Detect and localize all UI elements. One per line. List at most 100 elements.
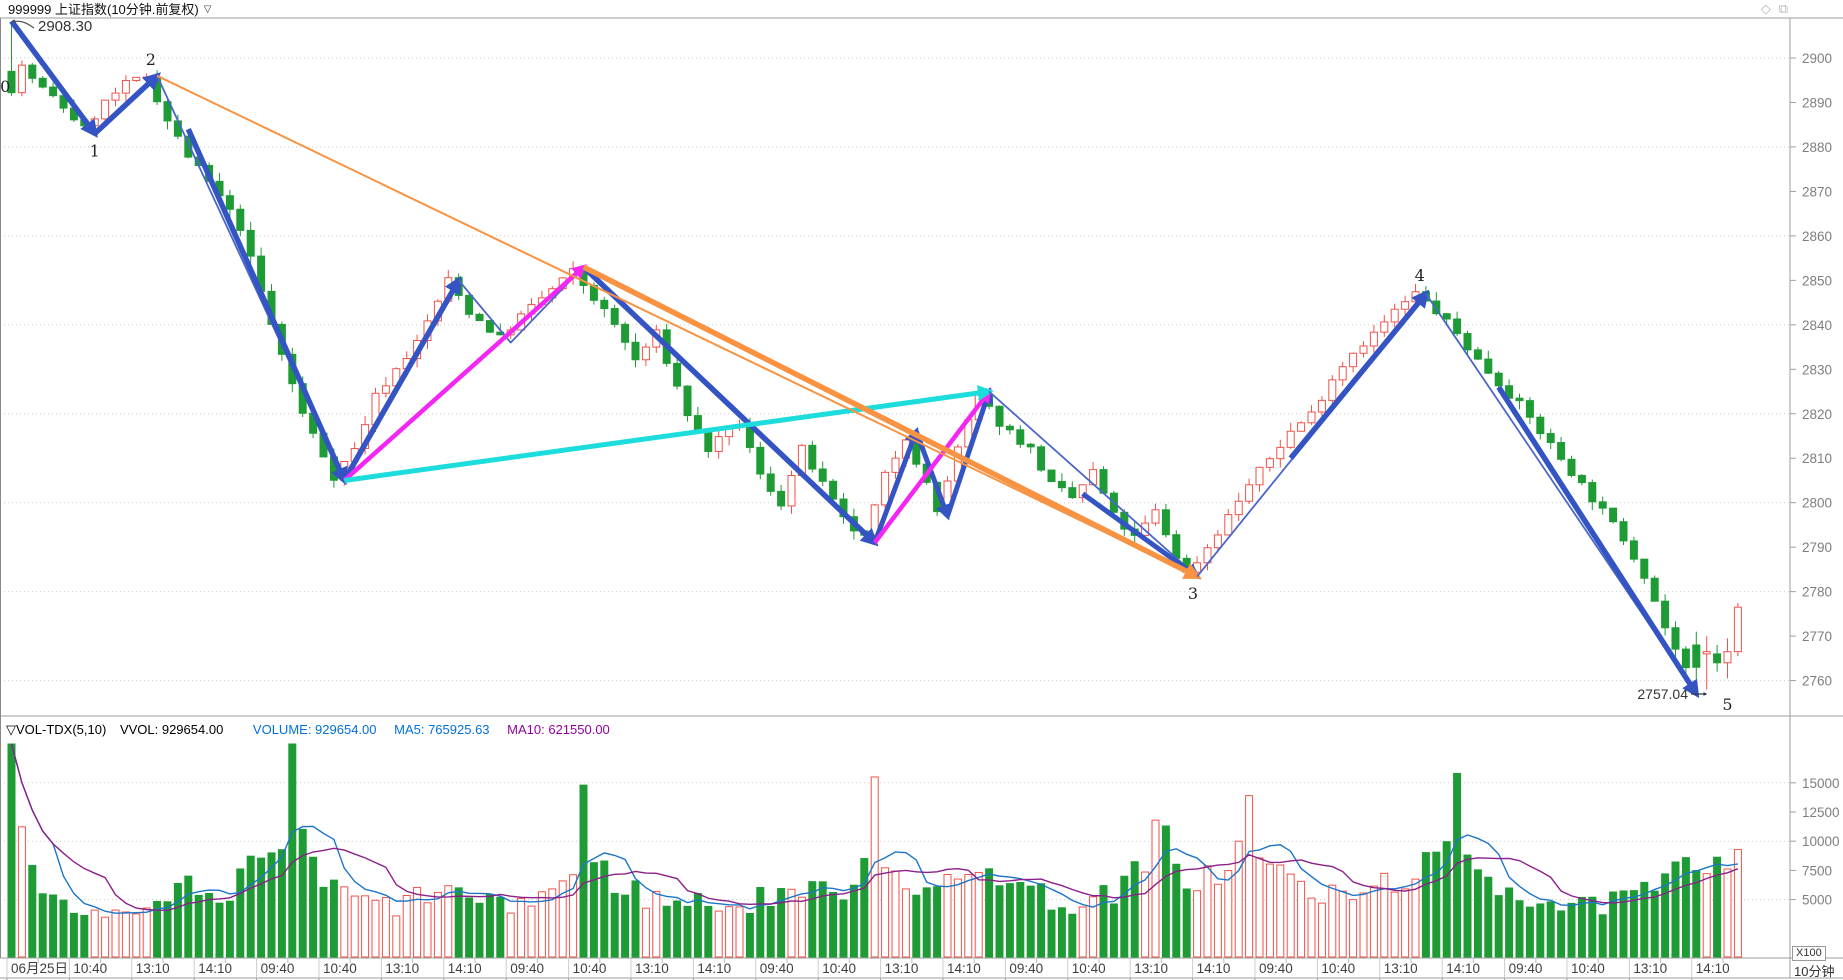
diamond-icon[interactable]: ◇ bbox=[1760, 1, 1771, 16]
candle-down bbox=[1692, 631, 1701, 694]
wave-label-5: 5 bbox=[1722, 695, 1732, 714]
volume-bar bbox=[1505, 887, 1514, 958]
candle-down bbox=[1432, 292, 1441, 316]
candle-down bbox=[1609, 507, 1618, 524]
candle-down bbox=[1546, 428, 1555, 450]
time-axis-label: 13:10 bbox=[885, 961, 919, 976]
wave-line-cyan bbox=[343, 385, 994, 483]
candle-up bbox=[891, 451, 900, 479]
wave-label-0: 0 bbox=[0, 77, 10, 96]
candle-down bbox=[704, 428, 713, 458]
candle-down bbox=[818, 461, 827, 486]
volume-bar bbox=[1349, 899, 1358, 958]
volume-bar bbox=[465, 897, 474, 958]
volume-bar bbox=[236, 868, 245, 958]
wave-line-blueThick bbox=[1288, 289, 1430, 460]
volume-bar bbox=[548, 888, 557, 958]
volume-bar bbox=[246, 855, 255, 958]
candle-down bbox=[1567, 455, 1576, 478]
volume-bar bbox=[132, 913, 141, 958]
volume-bar bbox=[881, 867, 890, 958]
candle-down bbox=[600, 296, 609, 318]
volume-bar bbox=[1713, 856, 1722, 958]
ma10-value: MA10: 621550.00 bbox=[507, 722, 610, 737]
volume-bar bbox=[309, 856, 318, 958]
candle-up bbox=[1078, 484, 1087, 503]
volume-bar bbox=[922, 887, 931, 958]
volume-bar bbox=[1401, 888, 1410, 958]
candle-up bbox=[881, 469, 890, 511]
volume-bar bbox=[1120, 875, 1129, 958]
volume-bar bbox=[423, 902, 432, 958]
volume-bar bbox=[870, 776, 879, 958]
wave-line-orange bbox=[156, 74, 1198, 578]
candle-up bbox=[1702, 636, 1711, 690]
volume-bar bbox=[1661, 873, 1670, 958]
volume-bar bbox=[1546, 901, 1555, 958]
wave-line-blueThin bbox=[988, 390, 1198, 578]
candle-down bbox=[610, 304, 619, 328]
candle-up bbox=[1723, 638, 1732, 679]
candle-up bbox=[1245, 478, 1254, 505]
volume-bar bbox=[413, 886, 422, 958]
volume-bar bbox=[1016, 881, 1025, 958]
candle-up bbox=[1234, 492, 1243, 521]
volume-bar bbox=[121, 911, 130, 958]
volume-bar bbox=[1421, 852, 1430, 958]
candle-down bbox=[225, 189, 234, 218]
volume-axis-label: 7500 bbox=[1802, 863, 1832, 878]
volume-bar bbox=[1276, 864, 1285, 958]
volume-bar bbox=[662, 905, 671, 958]
volume-bar bbox=[173, 883, 182, 958]
volume-bar bbox=[933, 886, 942, 958]
volume-bar bbox=[621, 894, 630, 958]
candle-down bbox=[777, 484, 786, 511]
period-label[interactable]: 10分钟 bbox=[1794, 964, 1835, 979]
volume-bar bbox=[891, 870, 900, 958]
volume-bar bbox=[392, 915, 401, 958]
indicator-name[interactable]: ▽VOL-TDX(5,10) bbox=[6, 722, 107, 737]
title-dropdown-icon[interactable]: ▽ bbox=[203, 4, 212, 15]
price-axis-label: 2880 bbox=[1802, 140, 1832, 155]
volume-bar bbox=[80, 914, 89, 958]
time-axis-label: 10:40 bbox=[73, 961, 107, 976]
indicator-header: ▽VOL-TDX(5,10) VVOL: 929654.00 VOLUME: 9… bbox=[6, 719, 624, 741]
volume-bar bbox=[17, 826, 26, 958]
candle-down bbox=[1099, 466, 1108, 494]
candle-up bbox=[381, 376, 390, 398]
volume-bar bbox=[745, 912, 754, 958]
volume-bar bbox=[1733, 848, 1742, 958]
volume-bar bbox=[485, 894, 494, 958]
volume-bar bbox=[101, 916, 110, 958]
volume-bar bbox=[610, 892, 619, 958]
volume-bar bbox=[1390, 891, 1399, 958]
candle-up bbox=[132, 76, 141, 83]
volume-bar bbox=[631, 880, 640, 958]
volume-bar bbox=[818, 881, 827, 958]
wave-line-blueThick bbox=[185, 128, 348, 486]
candle-up bbox=[1307, 405, 1316, 425]
time-axis-label: 10:40 bbox=[822, 961, 856, 976]
candle-down bbox=[1640, 558, 1649, 584]
volume-bar bbox=[59, 899, 68, 958]
high-marker-arrow bbox=[11, 19, 35, 29]
candle-down bbox=[1681, 646, 1690, 676]
volume-bar bbox=[1640, 881, 1649, 958]
candle-down bbox=[1536, 413, 1545, 440]
time-axis-label: 14:10 bbox=[697, 961, 731, 976]
volume-unit-label: X100 bbox=[1792, 946, 1826, 961]
candle-up bbox=[1349, 352, 1358, 373]
volume-axis-label: 15000 bbox=[1802, 776, 1840, 791]
volume-bar bbox=[1317, 902, 1326, 958]
volume-bar bbox=[1151, 819, 1160, 958]
candle-down bbox=[1453, 311, 1462, 336]
volume-bar bbox=[1078, 906, 1087, 958]
volume-bar bbox=[1380, 872, 1389, 958]
volume-bar bbox=[402, 895, 411, 958]
copy-icon[interactable]: ⧉ bbox=[1778, 1, 1788, 16]
volume-bar bbox=[569, 874, 578, 958]
candle-down bbox=[1037, 444, 1046, 472]
candle-up bbox=[1151, 503, 1160, 526]
volume-bar bbox=[953, 878, 962, 958]
